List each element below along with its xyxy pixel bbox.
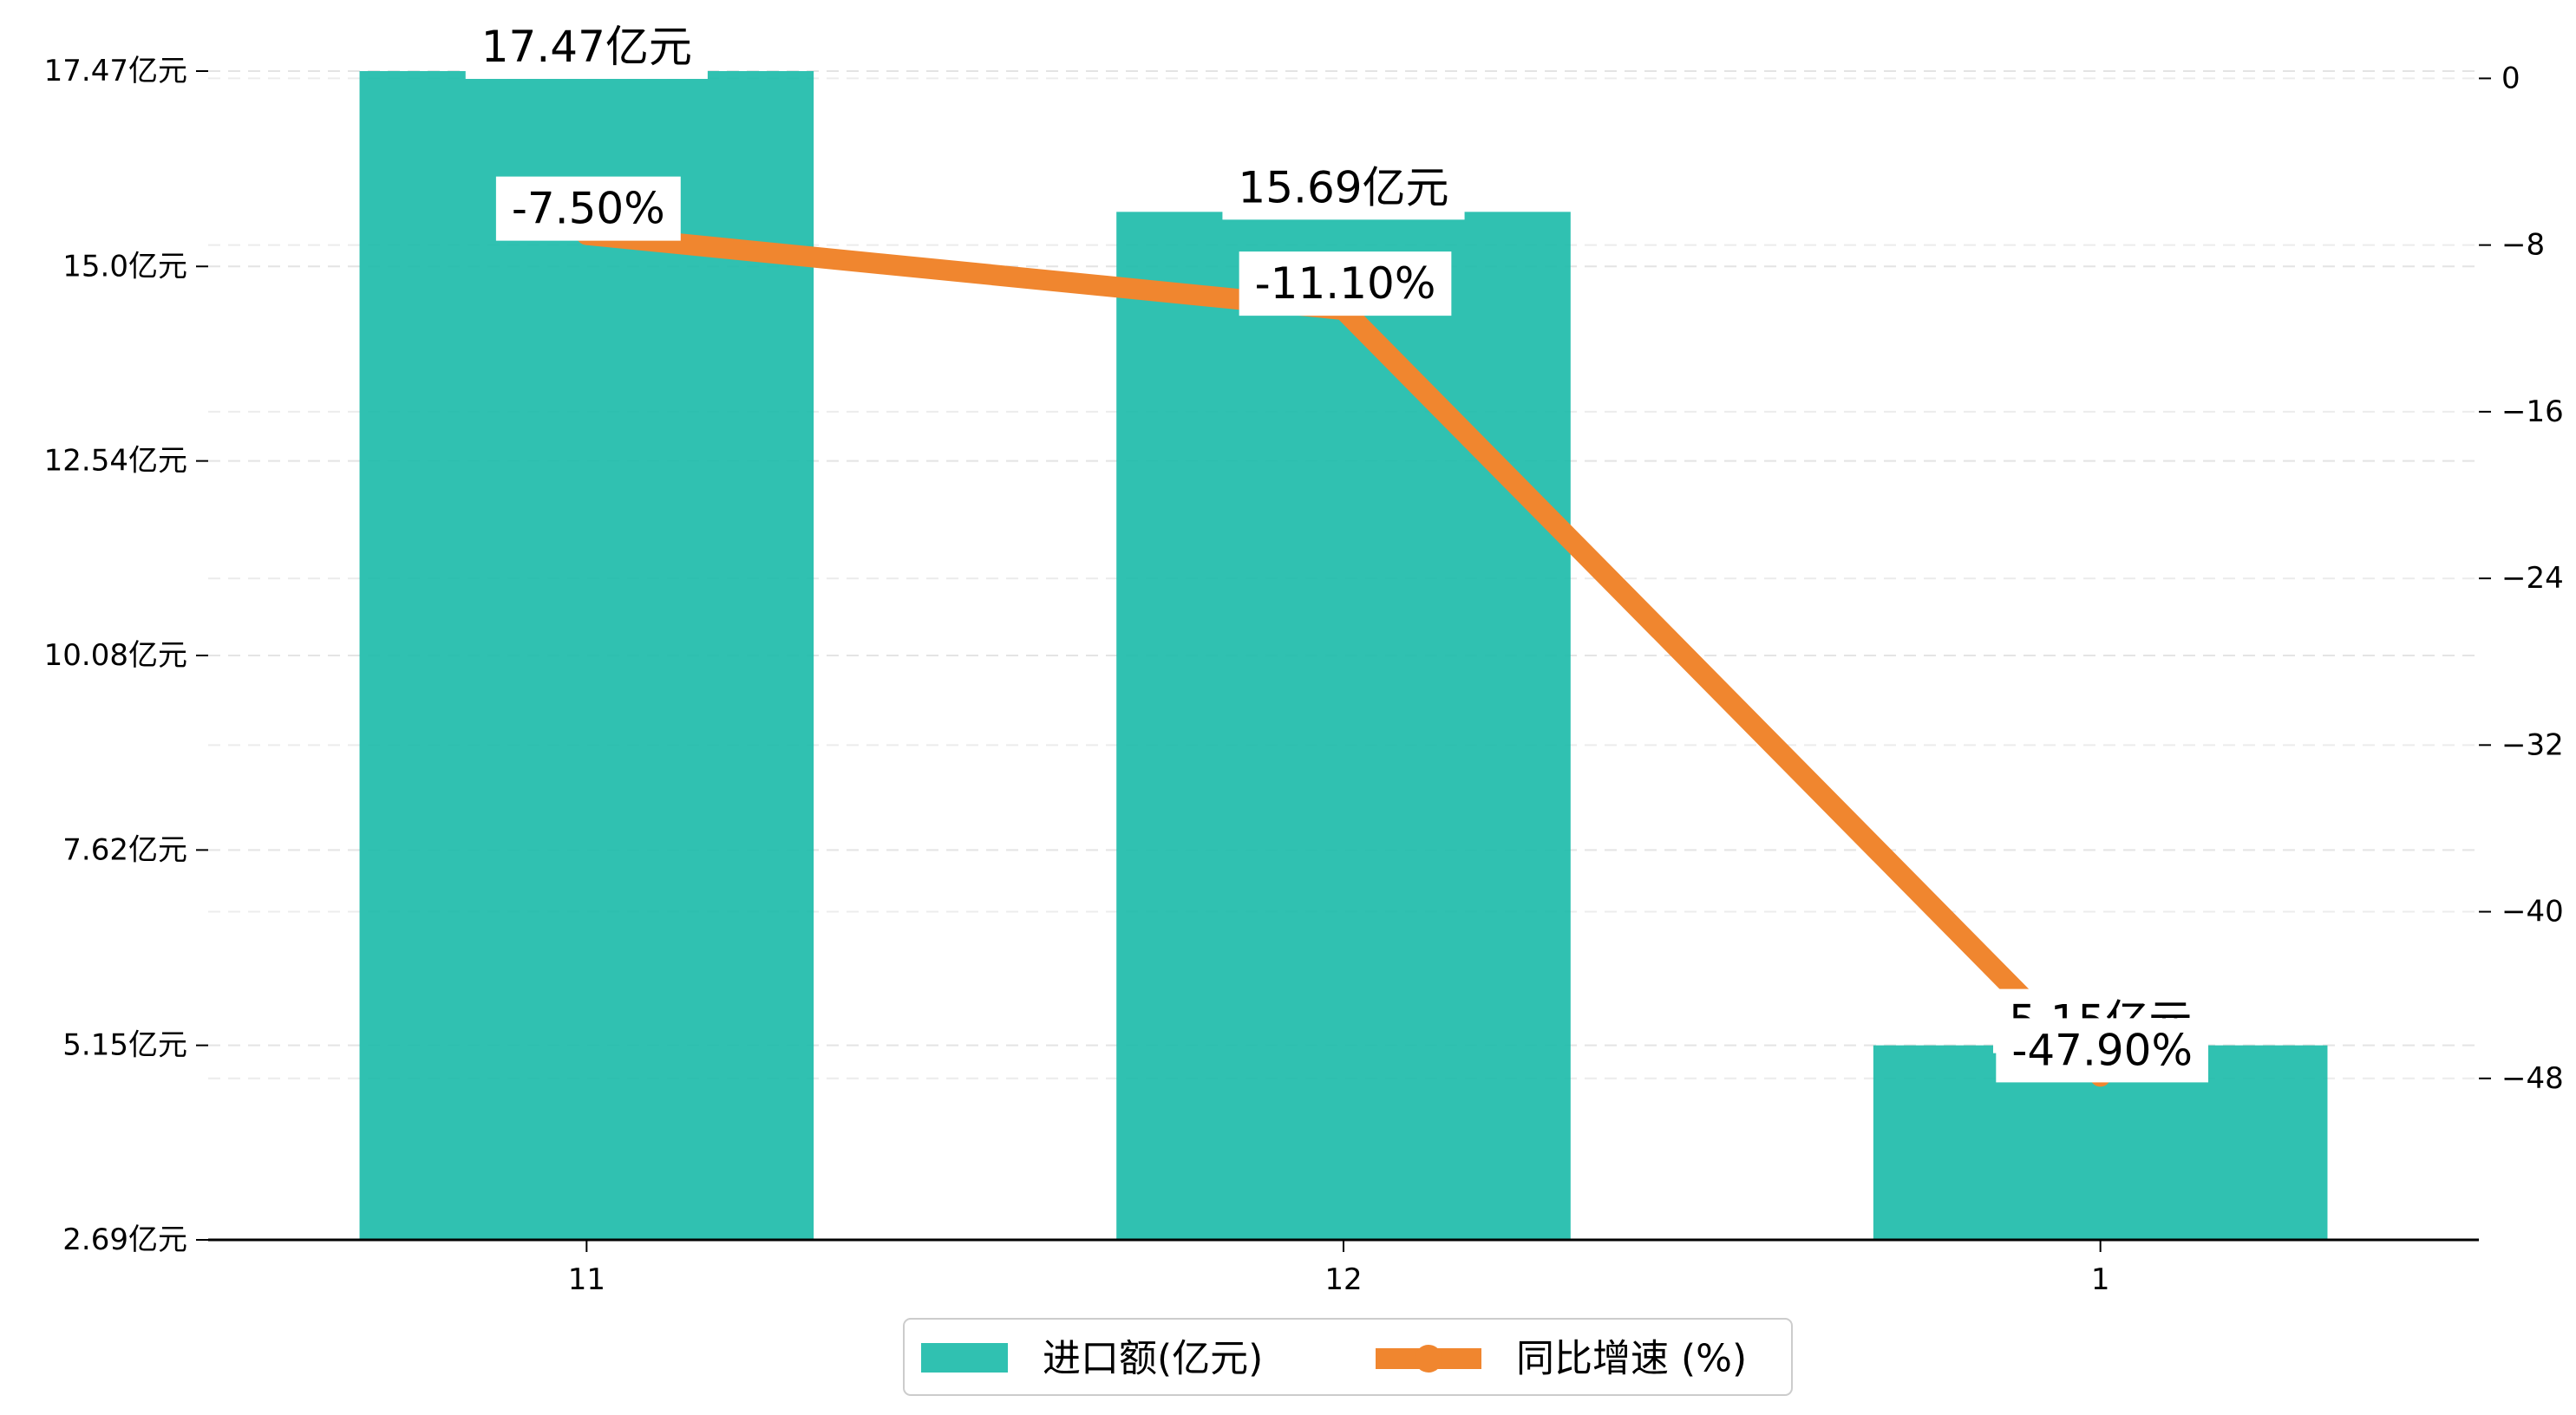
y-left-tick-label: 15.0亿元 <box>62 249 187 284</box>
line-value-label-group: -7.50% <box>495 176 681 241</box>
bar-value-label: 15.69亿元 <box>1238 162 1448 212</box>
y-right-tick-label: −16 <box>2501 395 2564 429</box>
y-right-tick-label: 0 <box>2501 61 2520 95</box>
bar-value-label: 17.47亿元 <box>481 22 692 72</box>
line-value-label-group: -11.10% <box>1239 251 1452 316</box>
legend-bar-label: 进口额(亿元) <box>1043 1337 1263 1381</box>
y-right-tick-label: −24 <box>2501 561 2564 596</box>
y-right-tick-label: −40 <box>2501 895 2564 929</box>
y-left-tick-label: 10.08亿元 <box>44 638 187 673</box>
line-value-label: -11.10% <box>1255 258 1436 309</box>
legend-line-label: 同比增速 (%) <box>1516 1337 1747 1381</box>
y-left-tick-label: 2.69亿元 <box>62 1223 187 1257</box>
bar-12 <box>1116 212 1571 1240</box>
bar-value-label-group: 15.69亿元 <box>1222 155 1465 220</box>
line-value-label: -7.50% <box>512 184 665 234</box>
line-value-label-group: -47.90% <box>1996 1018 2209 1083</box>
line-value-label: -47.90% <box>2011 1025 2193 1075</box>
y-left-tick-label: 12.54亿元 <box>44 444 187 479</box>
legend-line-marker <box>1415 1345 1442 1373</box>
bar-value-label-box <box>1222 155 1465 220</box>
bar-value-label-box <box>465 15 708 79</box>
y-left-tick-label: 7.62亿元 <box>62 832 187 867</box>
y-left-tick-label: 5.15亿元 <box>62 1028 187 1063</box>
y-right-tick-label: −32 <box>2501 727 2564 762</box>
bar-11 <box>359 71 814 1240</box>
x-tick-label: 12 <box>1324 1262 1362 1297</box>
x-tick-label: 1 <box>2091 1262 2110 1297</box>
line-value-label-box <box>1239 251 1452 316</box>
legend-frame <box>903 1318 1793 1396</box>
axes: 2.69亿元 5.15亿元 7.62亿元 10.08亿元 12.54亿元 15.0亿元 17… <box>44 54 2564 1297</box>
y-left-tick-label: 17.47亿元 <box>44 54 187 88</box>
legend[interactable]: 进口额(亿元) 同比增速 (%) <box>903 1318 1793 1396</box>
bar-value-label-group: 17.47亿元 <box>465 15 708 79</box>
y-right-tick-label: −8 <box>2501 228 2545 263</box>
bar-series <box>359 71 2328 1240</box>
line-value-label-box <box>1996 1018 2209 1083</box>
legend-bar-swatch <box>921 1343 1008 1373</box>
y-right-tick-label: −48 <box>2501 1061 2564 1096</box>
line-value-label-box <box>495 176 681 241</box>
x-tick-label: 11 <box>568 1262 605 1297</box>
